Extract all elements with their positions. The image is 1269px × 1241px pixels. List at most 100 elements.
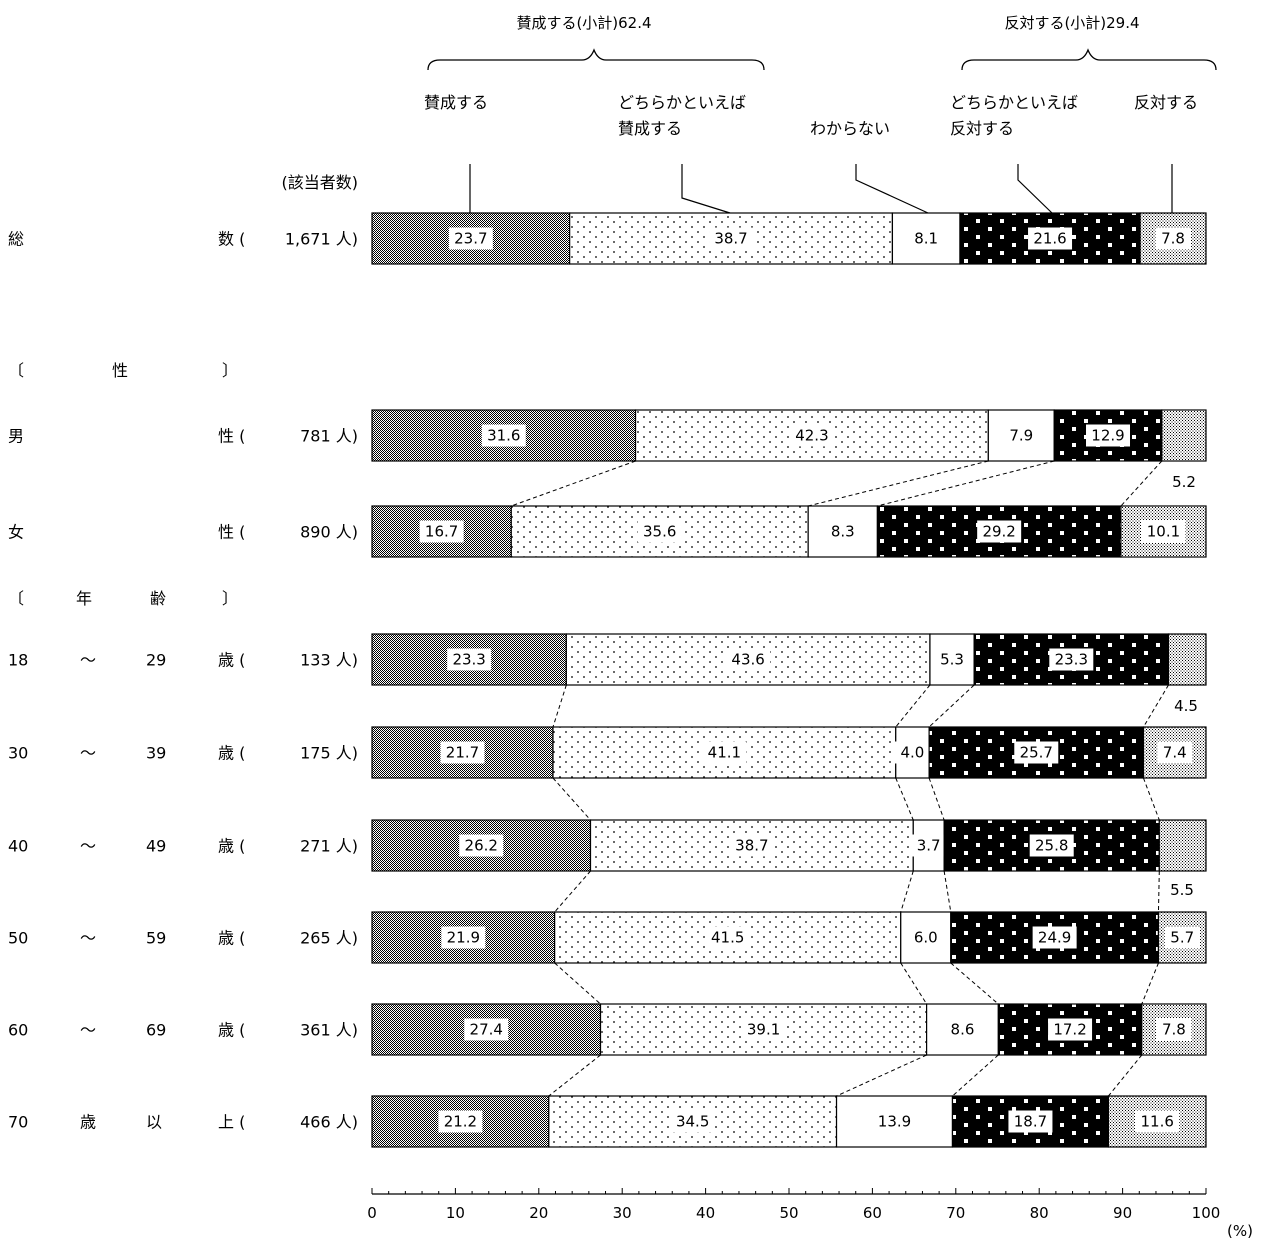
connector-1-2-2: [808, 460, 989, 507]
data-label-bg-4-0: [440, 741, 485, 764]
legend-label-somewhat-oppose: どちらかといえば 反対する: [950, 93, 1083, 138]
row-label-part-8-2: 以: [146, 1113, 162, 1132]
data-label-3-0: 23.3: [452, 651, 485, 669]
data-label-8-4: 11.6: [1141, 1113, 1174, 1131]
connector-6-7-2: [900, 962, 928, 1005]
row-label-part-3-3: 歳 (: [218, 651, 245, 670]
x-tick-label-10: 10: [446, 1204, 465, 1222]
bar-segment-3-4: [1167, 633, 1207, 686]
leader-dont-know: [855, 164, 929, 214]
row-label-part-7-1: 〜: [80, 1021, 96, 1040]
row-label-0: 総 数 (1,671 人): [8, 230, 358, 249]
bar-row-1: 31.6 42.3 7.9 12.9 5.2: [371, 409, 1207, 491]
bar-segment-2-4: [1120, 505, 1207, 558]
data-label-2-0: 16.7: [425, 523, 458, 541]
row-count-7: 361 人): [300, 1021, 358, 1040]
row-label-7: 60 〜 69 歳 (361 人): [8, 1021, 358, 1040]
row-count-1: 781 人): [300, 427, 358, 446]
data-label-7-3: 17.2: [1053, 1021, 1086, 1039]
data-label-bg-6-3: [1032, 926, 1077, 949]
data-label-8-2: 13.9: [878, 1113, 911, 1131]
row-label-part-2-0: 女: [8, 523, 24, 542]
row-label-2: 女 性 (890 人): [8, 523, 358, 542]
data-label-6-2: 6.0: [914, 929, 938, 947]
data-label-1-1: 42.3: [795, 427, 828, 445]
row-label-part-4-0: 30: [8, 744, 28, 763]
group-header-sex: 〔 性 〕: [8, 361, 238, 380]
data-label-7-2: 8.6: [951, 1021, 975, 1039]
leader-somewhat-agree: [681, 164, 731, 214]
group-header-sex-title: 性: [112, 361, 128, 380]
data-label-bg-2-3: [977, 520, 1022, 543]
data-label-bg-2-4: [1141, 520, 1186, 543]
count-header: (該当者数): [282, 173, 359, 192]
x-tick-label-60: 60: [863, 1204, 882, 1222]
data-label-6-4: 5.7: [1170, 929, 1194, 947]
data-label-0-3: 21.6: [1033, 230, 1066, 248]
brace-oppose: [961, 48, 1217, 71]
connector-7-8-3: [952, 1054, 999, 1097]
data-label-3-2: 5.3: [940, 651, 964, 669]
data-label-bg-1-3: [1086, 424, 1131, 447]
group-header-age-title-2: 齢: [150, 589, 166, 608]
bar-row-6: 21.9 41.5 6.0 24.9 5.7: [371, 911, 1207, 964]
data-label-bg-3-2: [934, 648, 970, 671]
group-header-sex-close: 〕: [222, 361, 238, 380]
data-label-bg-5-3: [1029, 834, 1074, 857]
bar-row-3: 23.3 43.6 5.3 23.3 4.5: [371, 633, 1207, 715]
data-label-3-3: 23.3: [1055, 651, 1088, 669]
connector-3-4-2: [895, 684, 931, 728]
x-tick-label-80: 80: [1030, 1204, 1049, 1222]
data-label-bg-5-1: [729, 834, 774, 857]
data-label-0-1: 38.7: [714, 230, 747, 248]
summary-agree-label: 賛成する(小計)62.4: [516, 14, 651, 32]
data-label-4-0: 21.7: [446, 744, 479, 762]
data-label-bg-0-4: [1155, 227, 1191, 250]
connector-3-4-1: [552, 684, 567, 728]
legend-label-dont-know: わからない: [810, 119, 890, 138]
row-label-part-6-2: 59: [146, 929, 166, 948]
data-label-8-1: 34.5: [676, 1113, 709, 1131]
data-label-bg-6-4: [1164, 926, 1200, 949]
row-label-part-3-2: 29: [146, 651, 166, 670]
group-header-sex-open: 〔: [8, 361, 24, 380]
row-label-part-7-0: 60: [8, 1021, 28, 1040]
legend-leader-lines: [469, 164, 1173, 214]
data-label-bg-7-0: [464, 1018, 509, 1041]
x-axis: 0 10 20 30 40 50 60 70 80 90 100 (%): [367, 1188, 1253, 1240]
data-label-bg-5-2: [911, 834, 947, 857]
data-label-bg-2-2: [825, 520, 861, 543]
legend-label-oppose: 反対する: [1134, 93, 1198, 112]
row-label-part-0-1: 数 (: [218, 230, 245, 249]
brace-agree: [427, 48, 765, 71]
x-tick-label-30: 30: [613, 1204, 632, 1222]
connector-5-6-4: [1157, 870, 1160, 913]
data-label-bg-4-3: [1014, 741, 1059, 764]
data-label-bg-0-3: [1028, 227, 1073, 250]
row-labels: 総数 (1,671 人)男性 (781 人)女性 (890 人)18 〜 29 歳 (…: [8, 230, 358, 1132]
row-label-3: 18 〜 29 歳 (133 人): [8, 651, 358, 670]
row-label-part-6-1: 〜: [80, 929, 96, 948]
x-tick-label-50: 50: [779, 1204, 798, 1222]
data-label-bg-0-1: [709, 227, 754, 250]
data-label-1-2: 7.9: [1009, 427, 1033, 445]
data-label-4-2: 4.0: [901, 744, 925, 762]
data-label-bg-7-3: [1048, 1018, 1093, 1041]
bar-row-7: 27.4 39.1 8.6 17.2 7.8: [371, 1003, 1207, 1056]
data-label-bg-4-2: [894, 741, 930, 764]
data-label-bg-3-3: [1049, 648, 1094, 671]
connector-6-7-1: [554, 962, 601, 1005]
row-count-6: 265 人): [300, 929, 358, 948]
connector-1-2-4: [1120, 460, 1163, 507]
bars: 23.7 38.7 8.1 21.6 7.8 31.6 42.3 7.9 12.9 5.2 16.7…: [371, 212, 1207, 1148]
row-label-part-1-1: 性 (: [218, 427, 245, 446]
connector-4-5-4: [1142, 777, 1160, 821]
row-count-4: 175 人): [300, 744, 358, 763]
data-label-2-2: 8.3: [831, 523, 855, 541]
data-label-4-1: 41.1: [708, 744, 741, 762]
data-label-bg-1-1: [789, 424, 834, 447]
connector-7-8-1: [548, 1054, 601, 1097]
x-tick-label-20: 20: [529, 1204, 548, 1222]
bar-row-2: 16.7 35.6 8.3 29.2 10.1: [371, 505, 1207, 558]
data-label-bg-6-2: [908, 926, 944, 949]
